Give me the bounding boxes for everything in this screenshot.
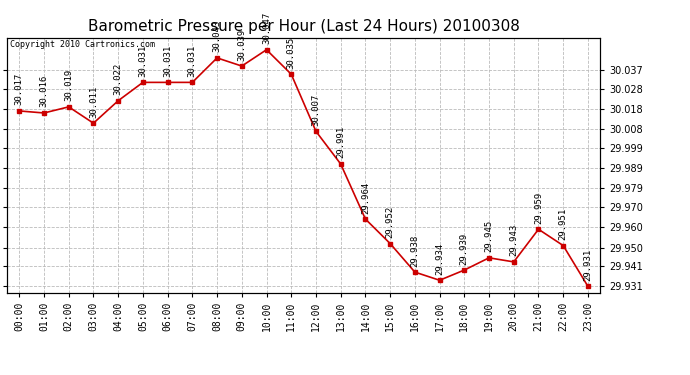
Text: 29.931: 29.931 xyxy=(584,249,593,281)
Text: 30.047: 30.047 xyxy=(262,12,271,44)
Text: 29.938: 29.938 xyxy=(411,234,420,267)
Text: 30.022: 30.022 xyxy=(114,63,123,95)
Text: 30.017: 30.017 xyxy=(14,73,23,105)
Text: 29.943: 29.943 xyxy=(509,224,518,256)
Text: 29.964: 29.964 xyxy=(361,181,370,213)
Text: 30.035: 30.035 xyxy=(287,36,296,69)
Text: 30.039: 30.039 xyxy=(237,28,246,60)
Text: 29.945: 29.945 xyxy=(484,220,493,252)
Text: Barometric Pressure per Hour (Last 24 Hours) 20100308: Barometric Pressure per Hour (Last 24 Ho… xyxy=(88,19,520,34)
Text: 29.934: 29.934 xyxy=(435,243,444,275)
Text: 30.016: 30.016 xyxy=(39,75,48,107)
Text: 29.939: 29.939 xyxy=(460,232,469,264)
Text: 29.952: 29.952 xyxy=(386,206,395,238)
Text: 30.031: 30.031 xyxy=(163,45,172,77)
Text: 30.007: 30.007 xyxy=(311,93,320,126)
Text: 30.043: 30.043 xyxy=(213,20,221,53)
Text: 30.031: 30.031 xyxy=(139,45,148,77)
Text: 29.951: 29.951 xyxy=(559,208,568,240)
Text: 30.019: 30.019 xyxy=(64,69,73,101)
Text: 29.991: 29.991 xyxy=(336,126,345,158)
Text: 30.011: 30.011 xyxy=(89,86,98,118)
Text: 29.959: 29.959 xyxy=(534,192,543,224)
Text: Copyright 2010 Cartronics.com: Copyright 2010 Cartronics.com xyxy=(10,40,155,49)
Text: 30.031: 30.031 xyxy=(188,45,197,77)
